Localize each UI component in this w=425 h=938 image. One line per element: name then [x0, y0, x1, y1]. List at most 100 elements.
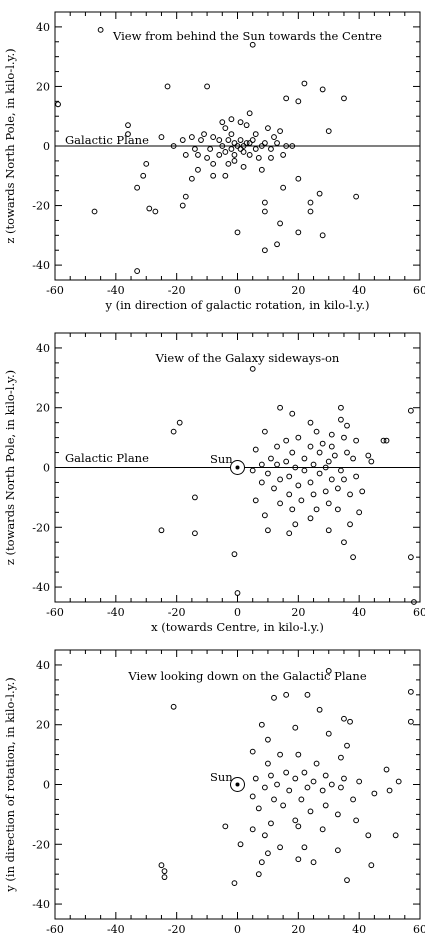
- x-tick-label: 0: [234, 606, 241, 619]
- globular-cluster-point: [265, 850, 271, 857]
- globular-cluster-point: [234, 229, 241, 236]
- globular-cluster-point: [301, 769, 308, 776]
- globular-cluster-point: [392, 832, 399, 839]
- globular-cluster-point: [286, 491, 293, 498]
- globular-cluster-point: [350, 796, 356, 803]
- globular-cluster-point: [341, 539, 347, 546]
- globular-cluster-point: [286, 787, 293, 794]
- globular-cluster-point: [261, 784, 268, 791]
- globular-cluster-point: [316, 470, 323, 477]
- globular-cluster-point: [249, 793, 256, 800]
- y-tick-label: 40: [36, 659, 50, 672]
- globular-cluster-point: [365, 832, 372, 839]
- x-tick-label: 60: [413, 923, 425, 936]
- globular-cluster-point: [225, 137, 232, 143]
- sun-marker-dot: [235, 465, 240, 470]
- globular-cluster-point: [274, 461, 280, 468]
- globular-cluster-point: [134, 184, 141, 191]
- globular-cluster-point: [249, 748, 256, 755]
- globular-cluster-point: [283, 143, 290, 149]
- globular-cluster-point: [231, 140, 238, 146]
- globular-cluster-point: [310, 778, 317, 785]
- globular-cluster-point: [170, 703, 177, 710]
- globular-cluster-point: [347, 521, 353, 528]
- globular-cluster-point: [368, 458, 375, 465]
- globular-cluster-point: [140, 172, 147, 179]
- globular-cluster-point: [304, 691, 311, 698]
- globular-cluster-point: [125, 131, 131, 137]
- globular-cluster-point: [258, 461, 265, 468]
- globular-cluster-point: [307, 199, 314, 206]
- globular-cluster-point: [334, 847, 341, 854]
- globular-cluster-point: [210, 172, 217, 179]
- globular-cluster-point: [249, 137, 256, 143]
- globular-cluster-point: [258, 143, 265, 149]
- globular-cluster-point: [301, 844, 308, 851]
- globular-cluster-point: [271, 796, 277, 803]
- globular-cluster-point: [198, 137, 204, 143]
- globular-cluster-point: [331, 452, 338, 459]
- x-tick-label: 20: [291, 284, 305, 297]
- globular-cluster-point: [240, 143, 247, 149]
- globular-cluster-point: [249, 365, 256, 372]
- globular-cluster-point: [301, 80, 308, 87]
- globular-cluster-point: [322, 802, 329, 809]
- globular-cluster-point: [353, 437, 360, 444]
- globular-cluster-point: [161, 874, 168, 881]
- globular-cluster-point: [353, 817, 360, 824]
- globular-cluster-point: [344, 742, 350, 749]
- globular-cluster-point: [274, 241, 280, 248]
- y-tick-label: 20: [36, 402, 50, 415]
- globular-cluster-point: [265, 470, 271, 477]
- globular-cluster-point: [192, 494, 198, 501]
- globular-cluster-point: [237, 137, 244, 143]
- globular-cluster-point: [222, 125, 229, 132]
- y-tick-label: -40: [32, 581, 50, 594]
- globular-cluster-point: [295, 823, 302, 830]
- globular-cluster-point: [307, 515, 314, 522]
- y-axis-label: y (in direction of rotation, in kilo-l.y…: [3, 677, 17, 892]
- y-tick-label: -20: [32, 200, 50, 213]
- globular-cluster-point: [307, 208, 314, 215]
- globular-cluster-point: [316, 706, 323, 713]
- globular-cluster-point: [341, 434, 347, 441]
- panel-title: View from behind the Sun towards the Cen…: [112, 29, 382, 43]
- globular-cluster-point: [161, 868, 168, 875]
- globular-cluster-point: [322, 464, 329, 471]
- galactic-plane-label: Galactic Plane: [65, 451, 149, 465]
- x-tick-label: 0: [234, 284, 241, 297]
- globular-cluster-point: [143, 160, 150, 167]
- globular-cluster-point: [125, 122, 131, 129]
- globular-cluster-point: [192, 146, 198, 152]
- y-tick-label: 0: [43, 779, 50, 792]
- globular-cluster-point: [225, 160, 232, 167]
- globular-cluster-point: [252, 146, 259, 152]
- globular-cluster-point: [313, 428, 320, 435]
- globular-cluster-point: [219, 119, 226, 126]
- y-tick-label: 20: [36, 80, 50, 93]
- globular-cluster-point: [274, 443, 280, 450]
- globular-cluster-point: [316, 190, 323, 197]
- globular-cluster-point: [188, 175, 195, 182]
- globular-cluster-point: [307, 419, 314, 426]
- globular-cluster-point: [328, 476, 335, 483]
- globular-cluster-point: [231, 152, 238, 158]
- globular-cluster-point: [255, 805, 262, 812]
- x-tick-label: 40: [352, 284, 366, 297]
- x-tick-label: 40: [352, 606, 366, 619]
- globular-cluster-point: [97, 26, 104, 33]
- globular-cluster-point: [261, 428, 268, 435]
- sun-label: Sun: [210, 770, 233, 784]
- globular-cluster-point: [249, 826, 256, 833]
- globular-cluster-point: [407, 407, 414, 414]
- globular-cluster-point: [252, 497, 259, 504]
- globular-cluster-point: [182, 193, 189, 200]
- globular-cluster-point: [334, 506, 341, 513]
- globular-cluster-point: [158, 862, 165, 869]
- globular-cluster-point: [195, 166, 201, 173]
- globular-cluster-point: [295, 751, 302, 758]
- globular-cluster-point: [210, 134, 217, 140]
- x-tick-label: -60: [46, 284, 64, 297]
